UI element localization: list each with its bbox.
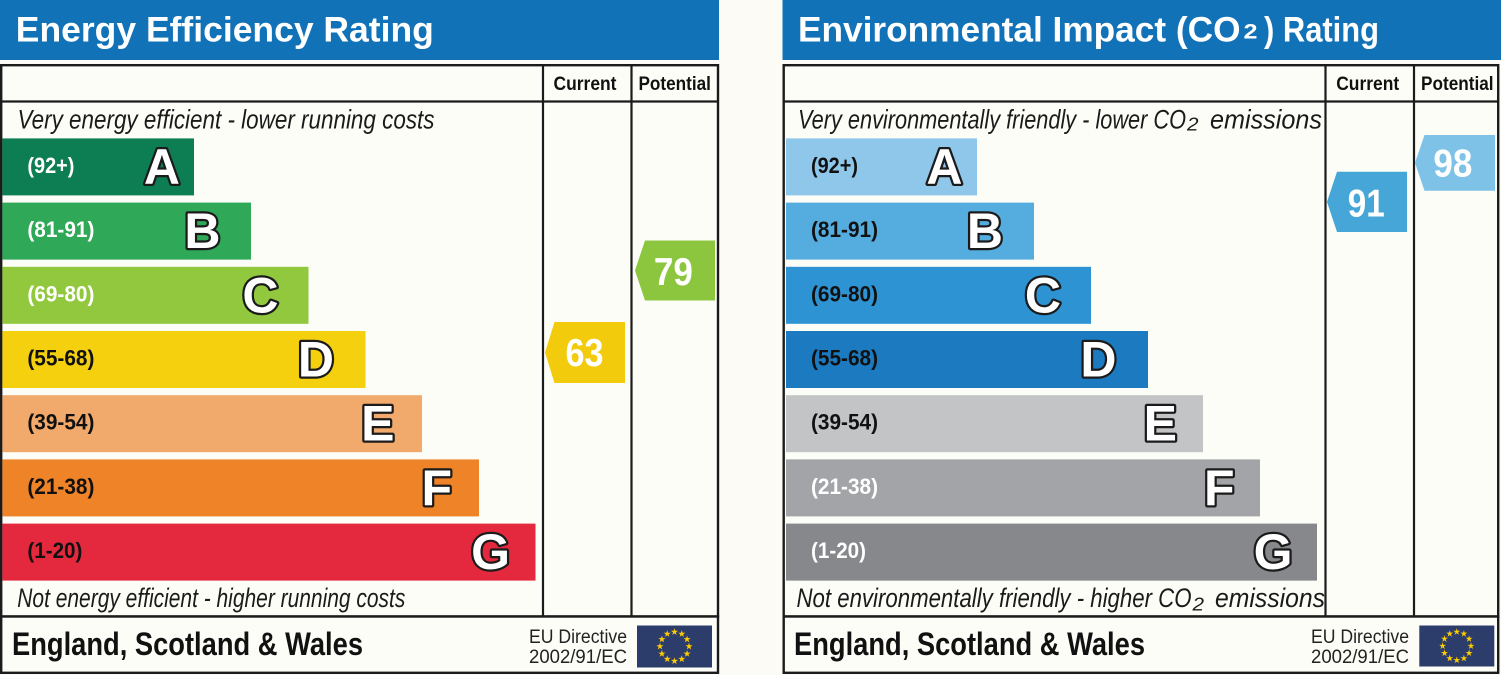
svg-text:D: D [1080,332,1116,388]
svg-text:B: B [967,203,1003,259]
svg-text:E: E [361,396,394,452]
svg-text:A: A [144,139,180,195]
svg-text:(69-80): (69-80) [811,281,878,306]
svg-text:(39-54): (39-54) [27,410,94,435]
svg-text:91: 91 [1348,182,1385,225]
svg-text:C: C [242,267,278,323]
svg-text:(21-38): (21-38) [27,474,94,499]
svg-text:2: 2 [1244,21,1258,44]
svg-text:Current: Current [1336,74,1400,95]
svg-text:(1-20): (1-20) [27,538,82,563]
svg-text:(92+): (92+) [27,153,74,178]
svg-text:2: 2 [1191,595,1204,615]
svg-text:F: F [1204,460,1235,516]
svg-text:EU Directive: EU Directive [1311,627,1409,648]
svg-text:emissions: emissions [1210,104,1322,134]
svg-text:Potential: Potential [638,74,711,95]
svg-text:98: 98 [1433,143,1472,186]
svg-text:2002/91/EC: 2002/91/EC [529,647,627,668]
svg-text:G: G [1254,524,1293,580]
svg-text:Not energy efficient - higher: Not energy efficient - higher running co… [17,583,405,613]
svg-text:B: B [184,203,220,259]
svg-text:F: F [421,460,452,516]
svg-text:England, Scotland & Wales: England, Scotland & Wales [794,626,1145,662]
svg-text:) Rating: ) Rating [1264,11,1379,50]
svg-text:D: D [298,332,334,388]
svg-text:Current: Current [554,74,618,95]
svg-text:emissions: emissions [1215,583,1325,613]
svg-text:63: 63 [566,332,604,375]
svg-text:(39-54): (39-54) [811,410,878,435]
svg-text:Potential: Potential [1421,74,1494,95]
svg-text:EU Directive: EU Directive [529,627,627,648]
svg-text:2002/91/EC: 2002/91/EC [1311,647,1409,668]
svg-text:A: A [926,139,962,195]
svg-text:(21-38): (21-38) [811,474,878,499]
svg-text:Very energy efficient - lower: Very energy efficient - lower running co… [18,104,435,134]
svg-text:79: 79 [654,251,693,294]
svg-text:(81-91): (81-91) [27,217,94,242]
svg-text:Environmental Impact (CO: Environmental Impact (CO [798,11,1241,50]
svg-text:(81-91): (81-91) [811,217,878,242]
svg-text:C: C [1025,267,1061,323]
svg-text:Energy Efficiency Rating: Energy Efficiency Rating [16,11,434,50]
svg-text:England, Scotland & Wales: England, Scotland & Wales [12,626,363,662]
svg-text:(1-20): (1-20) [811,538,866,563]
svg-text:(92+): (92+) [811,153,858,178]
svg-text:2: 2 [1186,115,1199,135]
svg-text:Not environmentally friendly -: Not environmentally friendly - higher CO [797,583,1192,613]
svg-text:E: E [1144,396,1177,452]
svg-text:G: G [471,524,510,580]
svg-text:Very environmentally friendly: Very environmentally friendly - lower CO [798,104,1186,134]
svg-text:(55-68): (55-68) [811,346,878,371]
svg-text:(55-68): (55-68) [27,346,94,371]
svg-text:(69-80): (69-80) [27,281,94,306]
